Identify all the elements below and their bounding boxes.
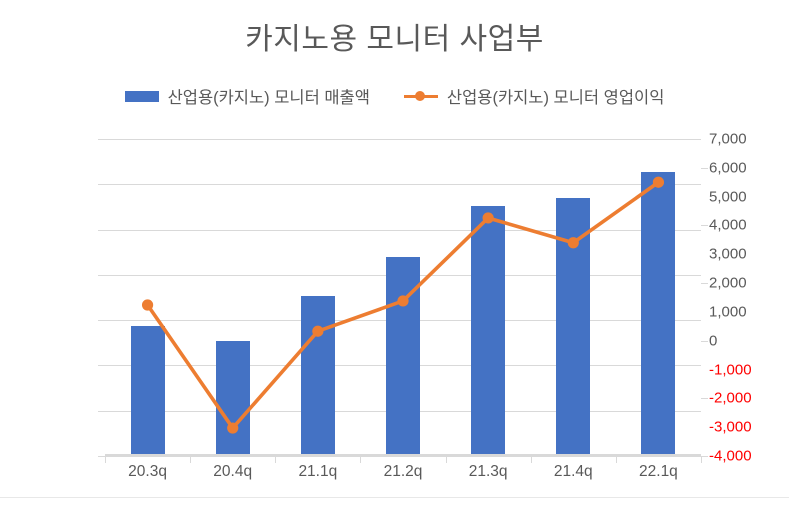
line-marker-icon [403, 91, 438, 102]
data-point-marker[interactable] [227, 422, 239, 434]
y-tick-left [98, 139, 105, 140]
data-point-marker[interactable] [652, 176, 665, 188]
y-tick-left [98, 229, 105, 231]
y-tick-left [98, 456, 105, 457]
x-axis-label: 20.3q [128, 463, 167, 480]
x-tick [615, 456, 617, 463]
x-axis-label: 21.1q [298, 463, 338, 480]
chart-legend: 산업용(카지노) 모니터 매출액 산업용(카지노) 모니터 영업이익 [0, 84, 789, 108]
gridline [105, 139, 701, 140]
data-point-marker[interactable] [397, 295, 409, 307]
x-tick [105, 456, 106, 463]
x-tick [275, 456, 277, 463]
y-tick-right [701, 167, 708, 169]
y-axis-right-label: 3,000 [709, 245, 747, 263]
y-tick-right [701, 225, 708, 227]
x-tick [445, 456, 447, 463]
y-tick-left [98, 274, 105, 276]
y-tick-left [98, 410, 105, 412]
line-series [141, 176, 665, 434]
y-axis-right-label: 5,000 [709, 188, 747, 206]
x-axis-label: 21.2q [383, 463, 423, 480]
y-axis-right-label: -3,000 [709, 418, 752, 436]
axis-baseline [105, 454, 701, 456]
bar[interactable] [641, 171, 676, 456]
x-axis-label: 20.4q [213, 463, 253, 480]
gridline [105, 456, 701, 457]
bar[interactable] [130, 326, 165, 456]
x-tick [360, 456, 362, 463]
y-axis-right-label: -1,000 [709, 361, 752, 379]
y-axis-right-label: 0 [709, 332, 718, 350]
y-tick-right [701, 340, 708, 342]
y-tick-left [98, 320, 105, 322]
data-point-marker[interactable] [312, 325, 324, 337]
bar-swatch-icon [124, 90, 159, 102]
legend-item-revenue[interactable]: 산업용(카지노) 모니터 매출액 [124, 84, 370, 108]
y-axis-right-label: -4,000 [709, 447, 752, 465]
bar[interactable] [471, 206, 506, 456]
legend-label-revenue: 산업용(카지노) 모니터 매출액 [167, 89, 370, 107]
bar[interactable] [300, 296, 335, 456]
x-axis-label: 22.1q [639, 463, 678, 480]
gridline [105, 229, 701, 231]
y-axis-right-label: 7,000 [709, 130, 747, 148]
y-axis-right-label: 2,000 [709, 274, 747, 292]
y-axis-right-label: 4,000 [709, 216, 747, 234]
x-tick [701, 456, 702, 463]
x-tick [190, 456, 192, 463]
y-tick-right [701, 456, 708, 457]
data-point-marker[interactable] [482, 212, 494, 224]
gridline [105, 184, 701, 186]
legend-item-operating-profit[interactable]: 산업용(카지노) 모니터 영업이익 [403, 84, 665, 108]
y-axis-right-label: -2,000 [709, 389, 752, 407]
chart-title: 카지노용 모니터 사업부 [245, 23, 544, 56]
bottom-divider [0, 497, 789, 498]
data-point-marker[interactable] [141, 299, 154, 311]
data-point-marker[interactable] [567, 237, 579, 249]
y-tick-left [98, 365, 105, 367]
bar[interactable] [215, 341, 250, 456]
y-tick-right [701, 398, 708, 400]
y-axis-right-label: 1,000 [709, 303, 747, 321]
y-tick-right [701, 283, 708, 285]
y-axis-right-label: 6,000 [709, 159, 747, 177]
x-tick [530, 456, 532, 463]
y-tick-left [98, 184, 105, 186]
x-axis-label: 21.3q [468, 463, 508, 480]
x-axis-label: 21.4q [553, 463, 593, 480]
plot-area: 010,00020,00030,00040,00050,00060,00070,… [98, 131, 752, 480]
legend-label-operating-profit: 산업용(카지노) 모니터 영업이익 [446, 89, 665, 107]
